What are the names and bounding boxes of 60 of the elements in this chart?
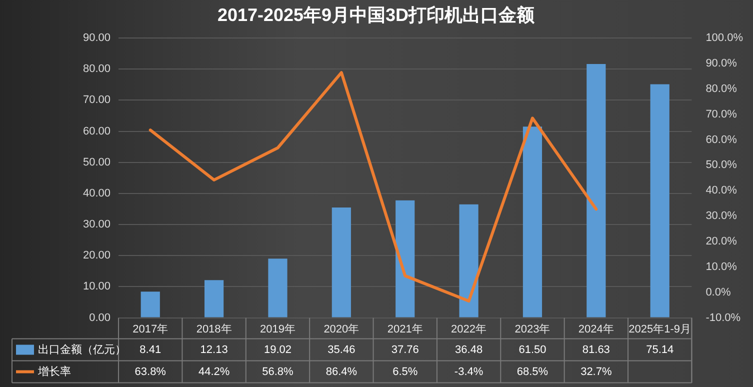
legend-label: 出口金额（亿元）	[38, 342, 126, 356]
x-tick-label: 2022年	[451, 323, 487, 336]
y-tick-label: 10.00	[82, 280, 111, 293]
y-tick-label: 50.00	[82, 156, 111, 168]
data-label: 36.48	[455, 344, 483, 356]
y2-tick-label: -10.0%	[706, 312, 741, 324]
data-label: 56.8%	[262, 366, 294, 378]
data-label: -3.4%	[454, 366, 484, 378]
bar	[268, 258, 288, 318]
data-label: 81.63	[582, 344, 610, 356]
data-label: 8.41	[140, 344, 162, 356]
data-label: 37.76	[391, 344, 419, 356]
y2-tick-label: 0.0%	[706, 286, 731, 298]
y2-tick-label: 60.0%	[706, 134, 738, 146]
bar	[459, 204, 478, 318]
y2-tick-label: 40.0%	[706, 184, 738, 197]
x-tick-label: 2018年	[196, 323, 232, 336]
y-tick-label: 70.00	[82, 94, 111, 106]
bar	[522, 126, 542, 318]
y-tick-label: 30.00	[82, 218, 111, 231]
y-tick-label: 60.00	[82, 125, 111, 138]
chart-title: 2017-2025年9月中国3D打印机出口金额	[217, 4, 536, 25]
x-tick-label: 2020年	[324, 323, 360, 336]
y2-tick-label: 10.0%	[706, 260, 738, 273]
bar	[204, 280, 224, 318]
y2-tick-label: 90.0%	[706, 57, 738, 70]
data-label: 35.46	[328, 344, 356, 356]
x-tick-label: 2023年	[514, 323, 550, 336]
data-label: 32.7%	[580, 366, 612, 378]
data-label: 63.8%	[134, 366, 166, 378]
x-tick-label: 2021年	[387, 323, 423, 336]
y-tick-label: 90.00	[82, 32, 111, 44]
bar	[650, 84, 670, 318]
y2-tick-label: 20.0%	[706, 236, 738, 248]
y2-tick-label: 80.0%	[706, 82, 738, 95]
y2-tick-label: 30.0%	[706, 210, 738, 222]
data-label: 6.5%	[392, 366, 418, 378]
data-label: 12.13	[200, 344, 228, 356]
data-label: 75.14	[646, 344, 674, 356]
bar	[396, 200, 415, 318]
bar	[140, 292, 160, 318]
y-tick-label: 40.00	[82, 187, 111, 200]
data-label: 61.50	[518, 344, 546, 356]
data-label: 44.2%	[198, 366, 230, 378]
x-tick-label: 2017年	[132, 323, 168, 336]
x-tick-label: 2025年1-9月	[628, 323, 692, 336]
y2-tick-label: 100.0%	[706, 32, 744, 44]
data-label: 68.5%	[516, 366, 548, 378]
x-tick-label: 2024年	[578, 323, 614, 336]
y-tick-label: 20.00	[82, 250, 111, 262]
y2-tick-label: 70.0%	[706, 108, 738, 120]
y2-tick-label: 50.0%	[706, 159, 738, 172]
y-tick-label: 0.00	[89, 312, 111, 324]
bar	[586, 64, 606, 318]
data-label: 86.4%	[326, 366, 358, 378]
x-tick-label: 2019年	[260, 323, 296, 336]
legend-label: 增长率	[37, 364, 71, 378]
y-tick-label: 80.00	[82, 63, 111, 76]
bar	[332, 208, 351, 318]
data-label: 19.02	[264, 344, 292, 356]
